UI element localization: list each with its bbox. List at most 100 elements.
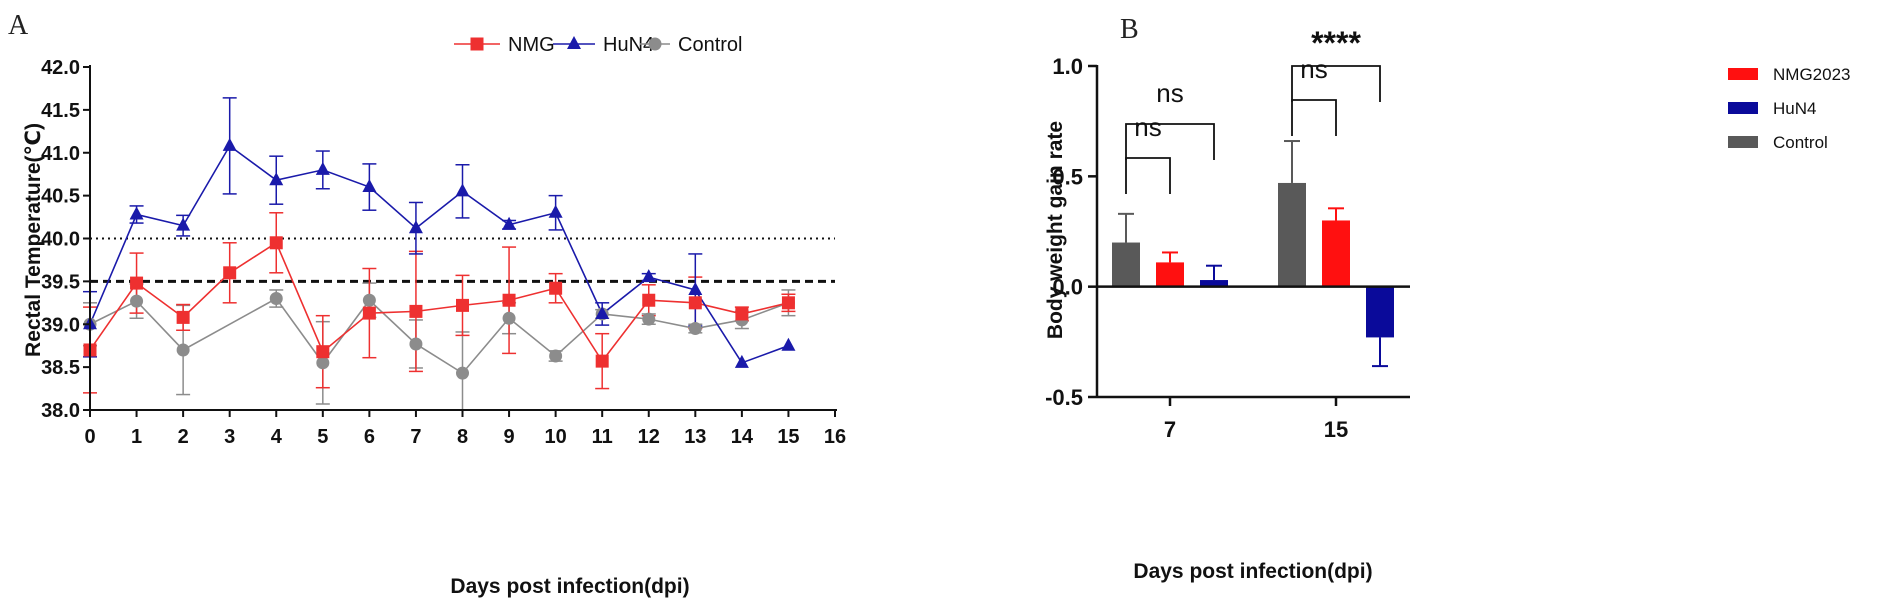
hun4-point	[408, 220, 423, 234]
bar-nmg2023-7	[1156, 262, 1184, 287]
panel-label-b: B	[1120, 14, 1139, 45]
y-tick-label: 40.0	[41, 229, 80, 251]
significance-bracket	[1291, 99, 1337, 136]
chart-a-axes	[83, 65, 837, 417]
x-tick-label: 15	[1324, 417, 1348, 442]
significance-bracket	[1125, 157, 1171, 194]
chart-a-y-axis-title: Rectal Temperature(℃)	[22, 123, 45, 357]
nmg-point	[409, 304, 423, 318]
chart-b-y-axis-title: Body weight gain rate	[1044, 121, 1067, 339]
x-tick-label: 3	[224, 426, 235, 448]
x-tick-label: 2	[178, 426, 189, 448]
hun4-point	[455, 183, 470, 197]
nmg-point	[735, 307, 749, 321]
y-tick-labels: -0.5 0.0 0.5 1.0	[1045, 54, 1083, 410]
significance-label: ns	[1156, 78, 1183, 108]
hun4-point	[176, 217, 191, 231]
hun4-point	[269, 172, 284, 186]
hun4-point	[502, 216, 517, 230]
nmg-point	[316, 345, 330, 359]
significance-label: ****	[1311, 25, 1361, 61]
nmg-point	[642, 293, 656, 307]
nmg-point	[130, 276, 144, 290]
y-tick-labels: 38.0 38.5 39.0 39.5 40.0 40.5 41.0 41.5 42.0	[41, 57, 80, 422]
error-bars	[83, 97, 796, 411]
significance-bracket	[1291, 65, 1381, 102]
y-tick-label: 39.5	[41, 271, 80, 293]
x-tick-label: 9	[504, 426, 515, 448]
nmg-point	[456, 298, 469, 312]
control-point	[269, 292, 283, 306]
x-tick-label: 4	[271, 426, 283, 448]
hun4-point	[222, 137, 237, 151]
control-point	[688, 322, 702, 336]
bar-hun4-15	[1366, 286, 1394, 338]
y-tick-label: 41.5	[41, 100, 80, 122]
x-tick-labels: 7 15	[1164, 417, 1348, 442]
y-tick-label: -0.5	[1045, 385, 1083, 410]
x-tick-label: 13	[684, 426, 706, 448]
control-point	[642, 312, 656, 326]
y-tick-label: 38.5	[41, 357, 80, 379]
x-tick-label: 8	[457, 426, 468, 448]
chart-a-legend: NMG HuN4 Control	[454, 34, 742, 56]
control-point	[409, 337, 423, 351]
control-point	[130, 294, 144, 308]
x-tick-label: 16	[824, 426, 846, 448]
nmg-point	[223, 266, 237, 280]
nmg-point	[688, 296, 702, 310]
nmg-point	[269, 236, 283, 250]
hun4-point	[362, 179, 377, 193]
significance-label: ns	[1300, 54, 1327, 84]
legend-swatch-control	[1728, 136, 1758, 148]
bar-hun4-7	[1200, 280, 1228, 287]
chart-a-x-axis-title: Days post infection(dpi)	[450, 575, 689, 598]
bar-control-15	[1278, 182, 1306, 287]
reference-lines	[90, 237, 835, 283]
nmg-point	[781, 296, 795, 310]
hun4-point	[781, 337, 796, 351]
legend-swatch-nmg2023	[1728, 68, 1758, 80]
bar-error-bars	[1118, 140, 1388, 368]
chart-b-axes	[1088, 64, 1410, 406]
x-tick-label: 15	[777, 426, 799, 448]
legend-label-hun4: HuN4	[603, 34, 654, 56]
significance-label: ns	[1134, 112, 1161, 142]
bar-control-7	[1112, 242, 1140, 287]
nmg-point	[502, 293, 516, 307]
nmg-series-line	[89, 241, 789, 363]
legend-label-control: Control	[678, 34, 742, 56]
chart-b-legend: NMG2023 HuN4 Control	[1728, 65, 1850, 152]
x-tick-label: 5	[317, 426, 328, 448]
significance-bracket	[1125, 123, 1215, 160]
panel-label-a: A	[8, 10, 29, 41]
bars	[1112, 182, 1394, 338]
nmg-point	[595, 354, 609, 368]
legend-label-nmg: NMG	[508, 34, 555, 56]
hun4-point	[688, 281, 703, 295]
x-tick-label: 14	[731, 426, 754, 448]
bar-nmg2023-15	[1322, 220, 1350, 287]
nmg-point	[549, 281, 563, 295]
series-lines	[89, 144, 789, 375]
x-tick-labels: 0 1 2 3 4 5 6 7 8 9 10 11 12 13 14 15 16	[84, 426, 846, 448]
y-tick-label: 42.0	[41, 57, 80, 79]
x-tick-label: 7	[1164, 417, 1176, 442]
legend-marker-hun4	[567, 36, 581, 49]
legend-marker-control	[648, 37, 662, 51]
hun4-point	[548, 204, 563, 218]
legend-label-control: Control	[1773, 133, 1828, 152]
control-point	[362, 293, 376, 307]
y-tick-label: 39.0	[41, 314, 80, 336]
x-tick-label: 10	[545, 426, 567, 448]
legend-label-hun4: HuN4	[1773, 99, 1816, 118]
y-tick-label: 0.5	[1052, 164, 1083, 189]
y-tick-label: 0.0	[1052, 275, 1083, 300]
x-tick-label: 7	[410, 426, 421, 448]
hun4-series-line	[89, 144, 789, 364]
nmg-point	[176, 310, 190, 324]
legend-label-nmg2023: NMG2023	[1773, 65, 1850, 84]
series-markers	[83, 137, 796, 380]
